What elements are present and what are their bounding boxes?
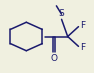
Text: F: F [80, 43, 85, 52]
Text: F: F [80, 21, 85, 30]
Text: O: O [51, 54, 58, 63]
Text: S: S [59, 9, 64, 18]
